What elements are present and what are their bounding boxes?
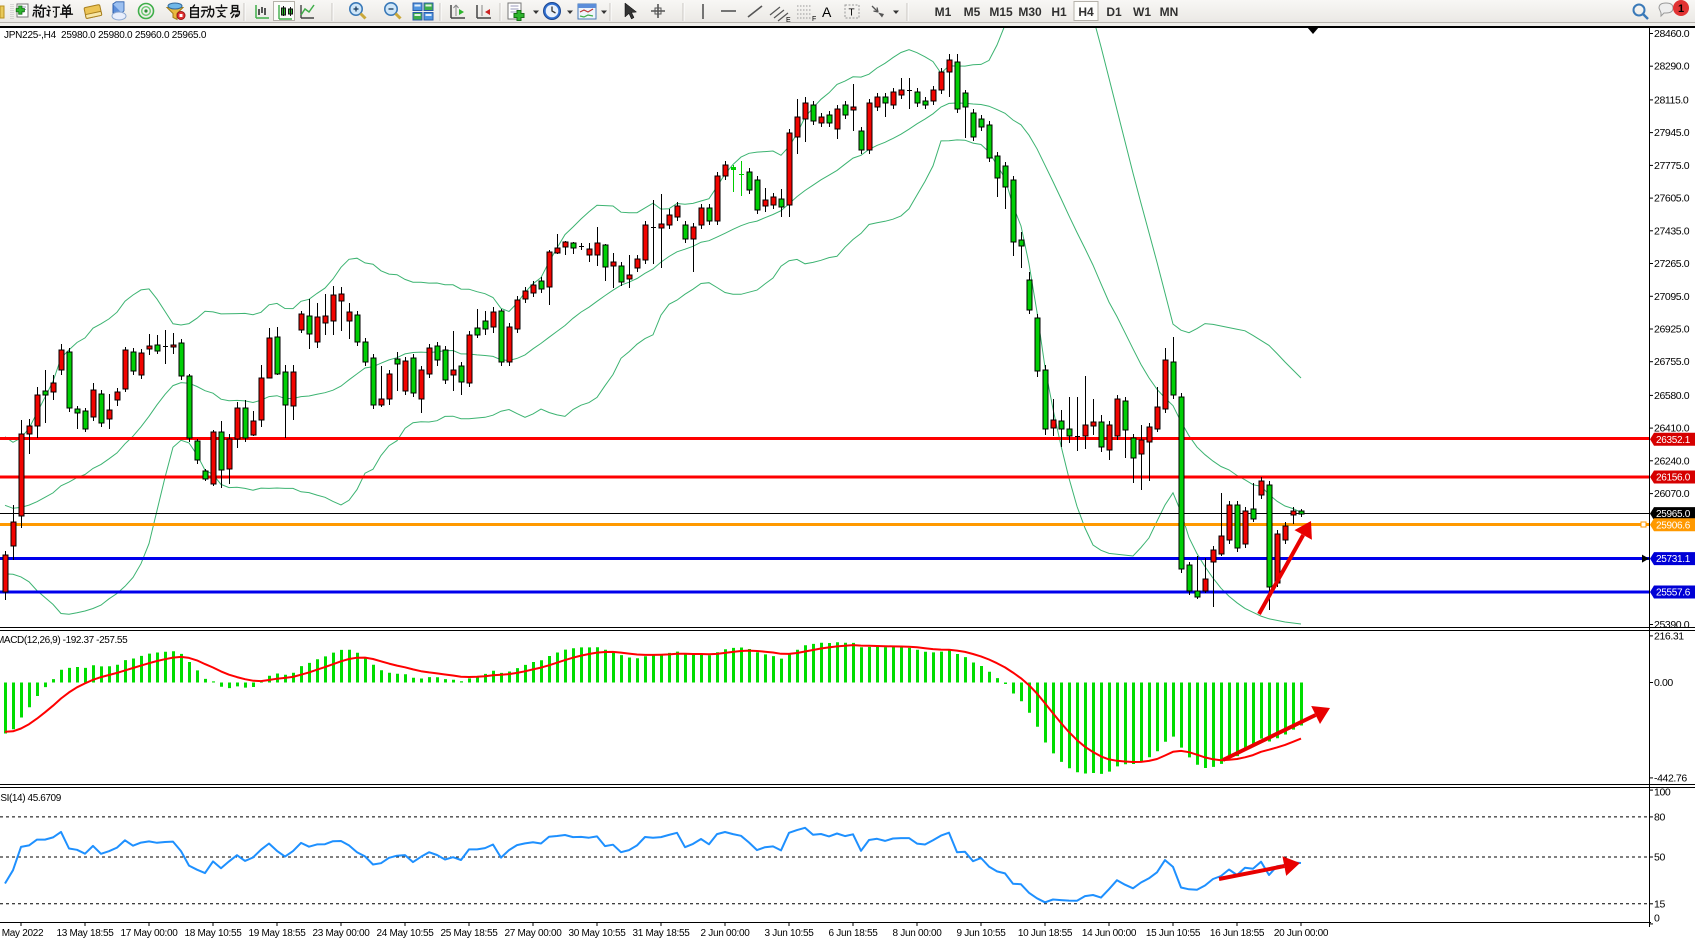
svg-text:M30: M30: [1018, 5, 1042, 19]
svg-text:D1: D1: [1106, 5, 1122, 19]
svg-text:27945.0: 27945.0: [1654, 127, 1690, 139]
svg-text:M15: M15: [989, 5, 1013, 19]
svg-text:25906.6: 25906.6: [1656, 520, 1691, 531]
svg-text:3 Jun 10:55: 3 Jun 10:55: [765, 928, 815, 939]
svg-text:28290.0: 28290.0: [1654, 61, 1690, 73]
svg-text:M1: M1: [935, 5, 952, 19]
svg-text:27435.0: 27435.0: [1654, 225, 1690, 237]
svg-text:25965.0: 25965.0: [1656, 509, 1691, 520]
svg-text:80: 80: [1654, 811, 1665, 823]
svg-text:30 May 10:55: 30 May 10:55: [569, 928, 627, 939]
svg-text:27605.0: 27605.0: [1654, 193, 1690, 205]
svg-text:28115.0: 28115.0: [1654, 94, 1689, 106]
svg-text:1: 1: [1678, 3, 1684, 15]
svg-text:E: E: [786, 17, 791, 22]
svg-text:20 Jun 00:00: 20 Jun 00:00: [1274, 928, 1329, 939]
svg-text:216.31: 216.31: [1654, 630, 1684, 642]
svg-text:17 May 00:00: 17 May 00:00: [121, 928, 179, 939]
svg-text:31 May 18:55: 31 May 18:55: [633, 928, 691, 939]
svg-text:M5: M5: [964, 5, 981, 19]
svg-text:8 Jun 00:00: 8 Jun 00:00: [893, 928, 943, 939]
svg-text:27775.0: 27775.0: [1654, 160, 1690, 172]
svg-text:26580.0: 26580.0: [1654, 390, 1690, 402]
svg-text:26156.0: 26156.0: [1656, 473, 1691, 484]
svg-text:0.00: 0.00: [1654, 677, 1673, 689]
svg-text:MN: MN: [1160, 5, 1179, 19]
svg-text:RSI(14) 45.6709: RSI(14) 45.6709: [0, 793, 62, 804]
svg-text:50: 50: [1654, 852, 1665, 864]
svg-text:25557.6: 25557.6: [1656, 588, 1691, 599]
svg-text:25 May 18:55: 25 May 18:55: [441, 928, 499, 939]
svg-text:18 May 10:55: 18 May 10:55: [185, 928, 243, 939]
svg-text:JPN225-,H4 25980.0 25980.0 25: JPN225-,H4 25980.0 25980.0 25960.0 25965…: [4, 30, 207, 41]
svg-text:28460.0: 28460.0: [1654, 28, 1690, 40]
svg-text:6 Jun 18:55: 6 Jun 18:55: [829, 928, 879, 939]
svg-text:F: F: [812, 16, 816, 22]
svg-text:A: A: [822, 4, 832, 20]
svg-text:2 Jun 00:00: 2 Jun 00:00: [701, 928, 751, 939]
svg-text:15: 15: [1654, 898, 1665, 910]
svg-text:16 Jun 18:55: 16 Jun 18:55: [1210, 928, 1265, 939]
svg-text:-442.76: -442.76: [1654, 772, 1687, 784]
svg-text:9 Jun 10:55: 9 Jun 10:55: [957, 928, 1007, 939]
svg-text:26925.0: 26925.0: [1654, 324, 1690, 336]
svg-text:T: T: [849, 8, 855, 19]
svg-text:W1: W1: [1133, 5, 1151, 19]
svg-text:15 Jun 10:55: 15 Jun 10:55: [1146, 928, 1201, 939]
svg-text:13 May 18:55: 13 May 18:55: [57, 928, 115, 939]
svg-text:0: 0: [1654, 913, 1660, 925]
svg-text:MACD(12,26,9) -192.37 -257.55: MACD(12,26,9) -192.37 -257.55: [0, 635, 128, 646]
svg-text:H4: H4: [1078, 5, 1094, 19]
svg-text:12 May 2022: 12 May 2022: [0, 928, 44, 939]
svg-text:H1: H1: [1051, 5, 1067, 19]
svg-text:27 May 00:00: 27 May 00:00: [505, 928, 563, 939]
svg-text:10 Jun 18:55: 10 Jun 18:55: [1018, 928, 1073, 939]
svg-text:27265.0: 27265.0: [1654, 258, 1690, 270]
svg-text:26070.0: 26070.0: [1654, 488, 1690, 500]
svg-text:26755.0: 26755.0: [1654, 356, 1690, 368]
svg-text:27095.0: 27095.0: [1654, 291, 1690, 303]
svg-text:14 Jun 00:00: 14 Jun 00:00: [1082, 928, 1137, 939]
svg-text:26352.1: 26352.1: [1656, 435, 1691, 446]
svg-text:26410.0: 26410.0: [1654, 423, 1690, 435]
svg-text:100: 100: [1654, 787, 1671, 799]
svg-text:23 May 00:00: 23 May 00:00: [313, 928, 371, 939]
svg-text:26240.0: 26240.0: [1654, 455, 1690, 467]
svg-text:24 May 10:55: 24 May 10:55: [377, 928, 435, 939]
svg-text:25390.0: 25390.0: [1654, 619, 1690, 631]
svg-text:25731.1: 25731.1: [1656, 554, 1691, 565]
svg-text:19 May 18:55: 19 May 18:55: [249, 928, 307, 939]
